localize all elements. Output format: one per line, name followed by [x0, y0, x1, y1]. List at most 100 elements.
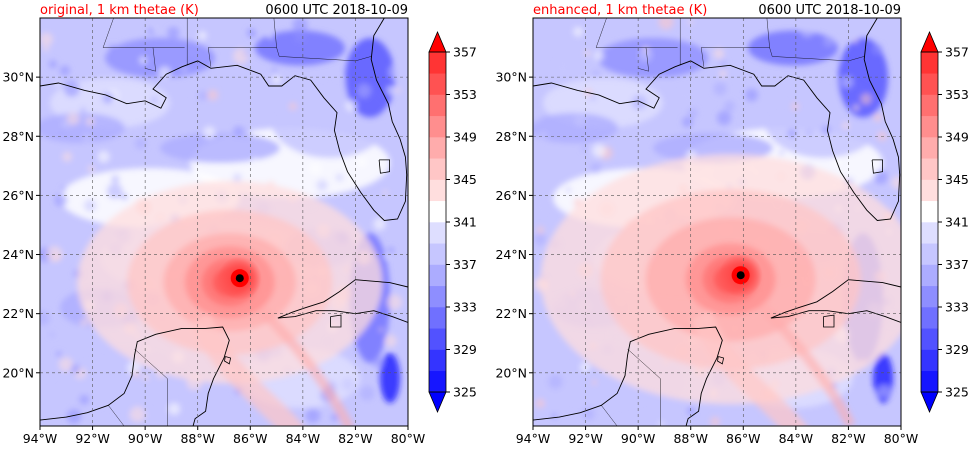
- lat-tick-label: 24°N: [495, 247, 527, 262]
- colorbar-tick-label: 349: [945, 130, 969, 145]
- storm-center-marker: [736, 271, 745, 280]
- colorbar-bin: [921, 370, 938, 393]
- colorbar-under: [920, 391, 939, 414]
- colorbar-tick-label: 337: [945, 257, 969, 272]
- lon-tick-label: 92°W: [75, 431, 110, 446]
- colorbar-original: 325 329 333 337 341 345 349 353 357: [428, 30, 477, 414]
- colorbar-bin: [429, 264, 446, 287]
- map-frame: [532, 17, 902, 427]
- lat-tick-label: 30°N: [2, 70, 34, 85]
- colorbar-tick-label: 329: [945, 342, 969, 357]
- lat-tick-label: 24°N: [2, 247, 34, 262]
- colorbar-bin: [429, 328, 446, 350]
- lon-tick-label: 88°W: [673, 431, 708, 446]
- colorbar-bin: [921, 94, 938, 117]
- colorbar-tick-label: 345: [453, 172, 477, 187]
- panel-original: original, 1 km thetae (K) 0600 UTC 2018-…: [2, 3, 426, 446]
- panel-enhanced: enhanced, 1 km thetae (K) 0600 UTC 2018-…: [495, 3, 919, 446]
- lon-tick-label: 88°W: [180, 431, 215, 446]
- colorbar-bin: [429, 52, 446, 74]
- coastline: [40, 18, 408, 426]
- lat-tick-label: 26°N: [495, 188, 527, 203]
- lat-tick-label: 26°N: [2, 188, 34, 203]
- colorbar-tick-label: 333: [453, 300, 477, 315]
- colorbar-enhanced: 325 329 333 337 341 345 349 353 357: [920, 30, 969, 414]
- colorbar-bin: [921, 243, 938, 265]
- colorbar-bin: [921, 52, 938, 74]
- colorbar-bin: [429, 243, 446, 265]
- panel-time: 0600 UTC 2018-10-09: [265, 3, 408, 18]
- colorbar-bin: [429, 200, 446, 223]
- lon-tick-label: 80°W: [884, 431, 919, 446]
- colorbar-bin: [429, 94, 446, 117]
- graticule: [533, 18, 901, 426]
- colorbar-tick-label: 349: [453, 130, 477, 145]
- colorbar-tick-label: 341: [453, 215, 477, 230]
- lat-tick-label: 20°N: [495, 365, 527, 380]
- colorbar-bin: [921, 73, 938, 95]
- colorbar-over: [428, 30, 447, 53]
- graticule: [40, 18, 408, 426]
- lon-tick-label: 94°W: [23, 431, 58, 446]
- lon-tick-label: 86°W: [233, 431, 268, 446]
- colorbar-bin: [921, 264, 938, 287]
- colorbar-bin: [429, 285, 446, 308]
- panel-title: enhanced, 1 km thetae (K): [533, 3, 707, 18]
- colorbar-tick-label: 341: [945, 215, 969, 230]
- colorbar-bin: [921, 349, 938, 372]
- thetae-field: [533, 18, 901, 426]
- colorbar-bin: [429, 158, 446, 180]
- lon-tick-label: 94°W: [516, 431, 551, 446]
- colorbar-tick-label: 325: [945, 385, 969, 400]
- coastline: [533, 18, 901, 426]
- colorbar-over: [920, 30, 939, 53]
- lon-tick-label: 84°W: [286, 431, 321, 446]
- lon-axis: 94°W 92°W 90°W 88°W 86°W 84°W 82°W 80°W: [516, 426, 919, 446]
- colorbar-bin: [921, 137, 938, 159]
- lon-tick-label: 90°W: [128, 431, 163, 446]
- colorbar-bin: [921, 222, 938, 244]
- colorbar-bin: [921, 115, 938, 138]
- colorbar-bin: [921, 179, 938, 202]
- colorbar-bin: [429, 222, 446, 244]
- colorbar-tick-label: 337: [453, 257, 477, 272]
- lat-tick-label: 22°N: [2, 306, 34, 321]
- colorbar-bin: [429, 307, 446, 329]
- colorbar-bin: [921, 307, 938, 329]
- colorbar-tick-label: 357: [453, 45, 477, 60]
- colorbar-tick-label: 333: [945, 300, 969, 315]
- colorbar-bin: [921, 200, 938, 223]
- panel-time: 0600 UTC 2018-10-09: [758, 3, 901, 18]
- colorbar-bin: [429, 370, 446, 393]
- storm-center-marker: [235, 274, 244, 283]
- colorbar-tick-label: 353: [945, 87, 969, 102]
- colorbar-tick-label: 325: [453, 385, 477, 400]
- thetae-field: [40, 18, 408, 426]
- colorbar-tick-label: 353: [453, 87, 477, 102]
- colorbar-bin: [429, 115, 446, 138]
- colorbar-bin: [429, 179, 446, 202]
- lat-tick-label: 30°N: [495, 70, 527, 85]
- lon-tick-label: 84°W: [779, 431, 814, 446]
- lon-tick-label: 86°W: [726, 431, 761, 446]
- lon-axis: 94°W 92°W 90°W 88°W 86°W 84°W 82°W 80°W: [23, 426, 426, 446]
- lon-tick-label: 92°W: [568, 431, 603, 446]
- lat-axis: 20°N 22°N 24°N 26°N 28°N 30°N: [495, 70, 533, 380]
- colorbar-tick-label: 345: [945, 172, 969, 187]
- lon-tick-label: 82°W: [831, 431, 866, 446]
- panel-title: original, 1 km thetae (K): [40, 3, 199, 18]
- lat-tick-label: 20°N: [2, 365, 34, 380]
- colorbar-bin: [429, 73, 446, 95]
- lon-tick-label: 80°W: [391, 431, 426, 446]
- map-frame: [39, 17, 409, 427]
- lon-tick-label: 90°W: [621, 431, 656, 446]
- colorbar-bin: [921, 328, 938, 350]
- lon-tick-label: 82°W: [338, 431, 373, 446]
- lat-axis: 20°N 22°N 24°N 26°N 28°N 30°N: [2, 70, 40, 380]
- lat-tick-label: 28°N: [2, 129, 34, 144]
- colorbar-bin: [921, 158, 938, 180]
- lat-tick-label: 22°N: [495, 306, 527, 321]
- colorbar-bin: [429, 349, 446, 372]
- colorbar-tick-label: 357: [945, 45, 969, 60]
